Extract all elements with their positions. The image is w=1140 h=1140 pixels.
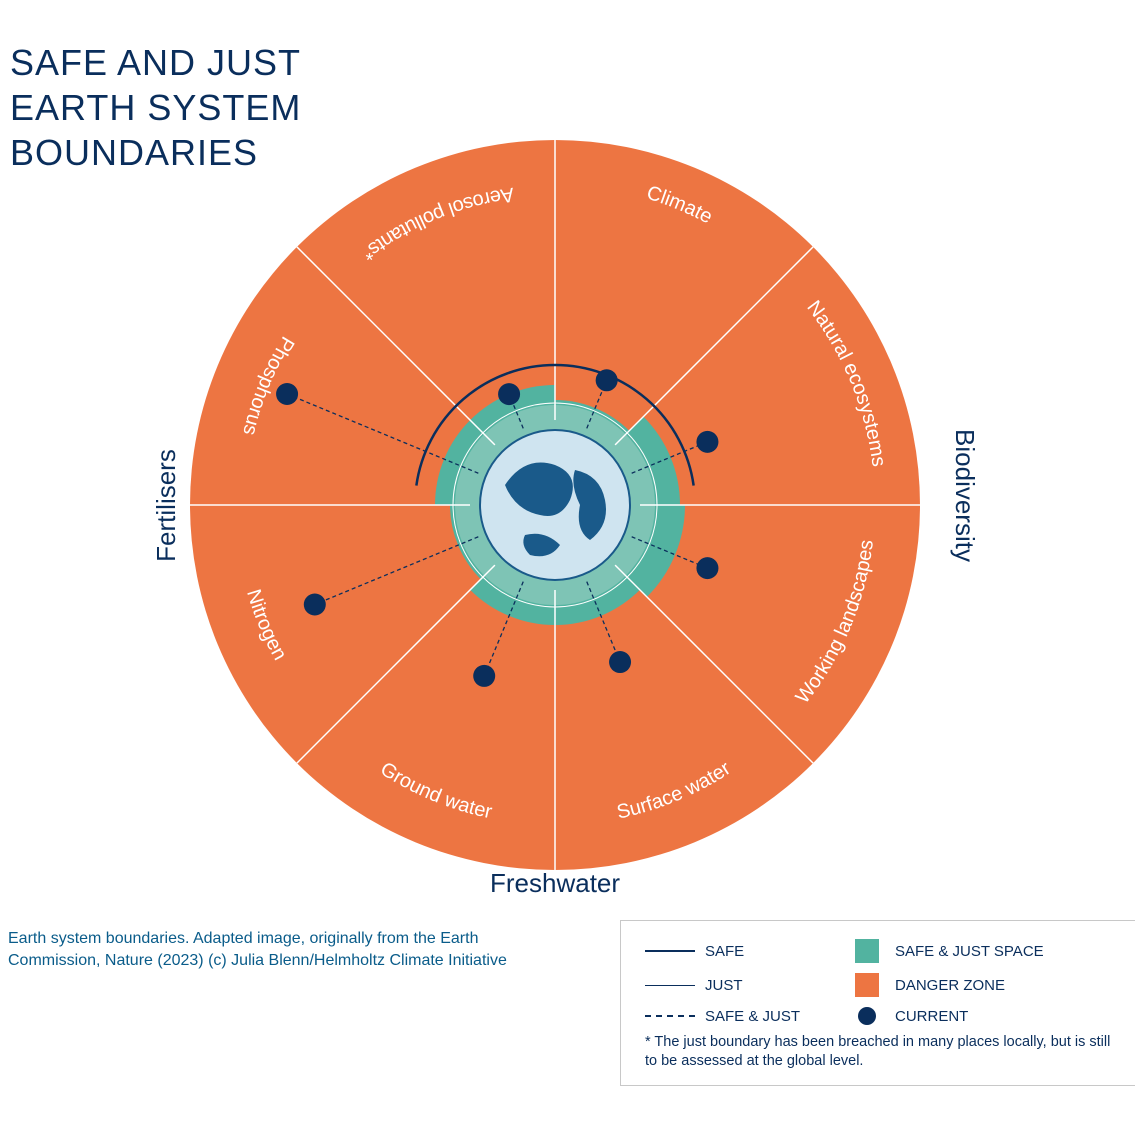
legend-safe-line [645,950,695,952]
current-dot [304,593,326,615]
legend-safe-and-just-line [645,1015,695,1017]
current-dot [596,369,618,391]
legend-just-line [645,985,695,986]
legend-safe-and-just-label: SAFE & JUST [705,1008,855,1025]
legend-safe-just-space-label: SAFE & JUST SPACE [895,943,1111,960]
current-dot [609,651,631,673]
boundaries-diagram: ClimateNatural ecosystemsWorking landsca… [190,140,920,870]
current-dot [276,383,298,405]
outer-label-freshwater: Freshwater [490,868,620,899]
image-credit: Earth system boundaries. Adapted image, … [8,928,528,971]
legend: SAFE SAFE & JUST SPACE JUST DANGER ZONE … [620,920,1135,1086]
current-dot [498,383,520,405]
outer-label-biodiversity: Biodiversity [949,429,980,562]
current-dot [473,665,495,687]
legend-footnote: * The just boundary has been breached in… [645,1033,1111,1071]
legend-current-label: CURRENT [895,1008,1111,1025]
legend-safe-just-swatch [855,939,879,963]
legend-safe-label: SAFE [705,943,855,960]
title-line-2: EARTH SYSTEM [10,85,301,130]
legend-danger-label: DANGER ZONE [895,977,1111,994]
outer-label-fertilisers: Fertilisers [151,449,182,562]
current-dot [696,557,718,579]
title-line-1: SAFE AND JUST [10,40,301,85]
legend-danger-swatch [855,973,879,997]
diagram-svg: ClimateNatural ecosystemsWorking landsca… [190,140,920,870]
current-dot [696,431,718,453]
legend-current-dot [858,1007,876,1025]
legend-just-label: JUST [705,977,855,994]
